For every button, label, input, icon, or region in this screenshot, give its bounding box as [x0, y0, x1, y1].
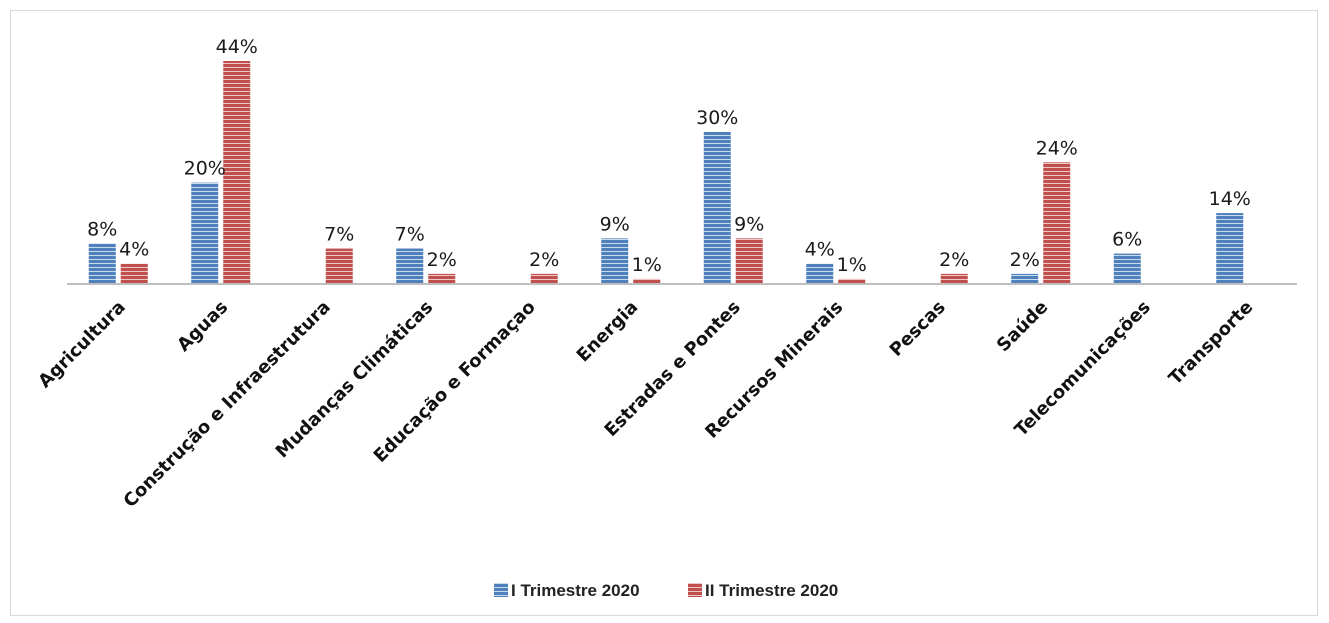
bar-series-1-mudan-as-clim-ticas [396, 248, 424, 284]
bar-series-1-recursos-minerais [806, 263, 834, 284]
bar-series-1-estradas-e-pontes [703, 131, 731, 284]
bar-series-1-transporte [1216, 213, 1244, 284]
data-label-series-2: 1% [837, 254, 867, 276]
category-label: Transporte [1165, 297, 1257, 389]
bar-series-2-constru-o-e-infraestrutura [325, 248, 353, 284]
data-label-series-2: 4% [119, 239, 149, 261]
data-label-series-2: 9% [734, 213, 764, 235]
bar-series-1-aguas [191, 182, 219, 284]
data-labels-layer: 8%4%20%44%7% 7%2% 2%9%1%30%9%4%1% 2% 2%24%6%… [87, 36, 1251, 276]
legend-label-series-2: II Trimestre 2020 [705, 581, 838, 600]
bar-series-2-educa-o-e-forma-ao [530, 273, 558, 284]
bar-series-1-agricultura [88, 243, 116, 284]
category-label: Pescas [886, 297, 950, 361]
legend-label-series-1: I Trimestre 2020 [511, 581, 640, 600]
data-label-series-2: 2% [529, 249, 559, 271]
legend-swatch-series-2 [688, 583, 702, 597]
bar-series-2-aguas [223, 61, 251, 284]
data-label-series-1: 14% [1209, 188, 1251, 210]
legend-swatch-series-1 [494, 583, 508, 597]
data-label-series-2: 2% [427, 249, 457, 271]
bars-layer [88, 61, 1244, 284]
bar-series-1-sa-de [1011, 273, 1039, 284]
category-label: Saúde [993, 297, 1052, 356]
bar-series-2-estradas-e-pontes [735, 238, 763, 284]
data-label-series-2: 7% [324, 224, 354, 246]
data-label-series-1: 20% [184, 158, 226, 180]
bar-series-2-mudan-as-clim-ticas [428, 273, 456, 284]
data-label-series-2: 44% [216, 36, 258, 58]
bar-series-2-agricultura [120, 263, 148, 284]
bar-series-2-sa-de [1043, 162, 1071, 284]
data-label-series-2: 1% [632, 254, 662, 276]
bar-series-1-energia [601, 238, 629, 284]
data-label-series-1: 9% [600, 213, 630, 235]
data-label-series-2: 24% [1036, 137, 1078, 159]
chart-frame [10, 10, 1318, 616]
data-label-series-1: 2% [1010, 249, 1040, 271]
category-label: Educação e Formaçao [370, 297, 540, 467]
bar-series-2-recursos-minerais [838, 278, 866, 284]
category-label: Construção e Infraestrutura [120, 297, 335, 512]
legend: I Trimestre 2020 II Trimestre 2020 [494, 581, 838, 600]
data-label-series-1: 7% [395, 224, 425, 246]
category-label: Energia [573, 297, 643, 367]
data-label-series-2: 2% [939, 249, 969, 271]
bar-series-2-energia [633, 278, 661, 284]
data-label-series-1: 6% [1112, 229, 1142, 251]
category-label: Agricultura [34, 297, 129, 392]
data-label-series-1: 4% [805, 239, 835, 261]
bar-series-2-pescas [940, 273, 968, 284]
data-label-series-1: 30% [696, 107, 738, 129]
category-label: Aguas [173, 297, 232, 356]
data-label-series-1: 8% [87, 218, 117, 240]
bar-series-1-telecomunica-es [1113, 253, 1141, 284]
